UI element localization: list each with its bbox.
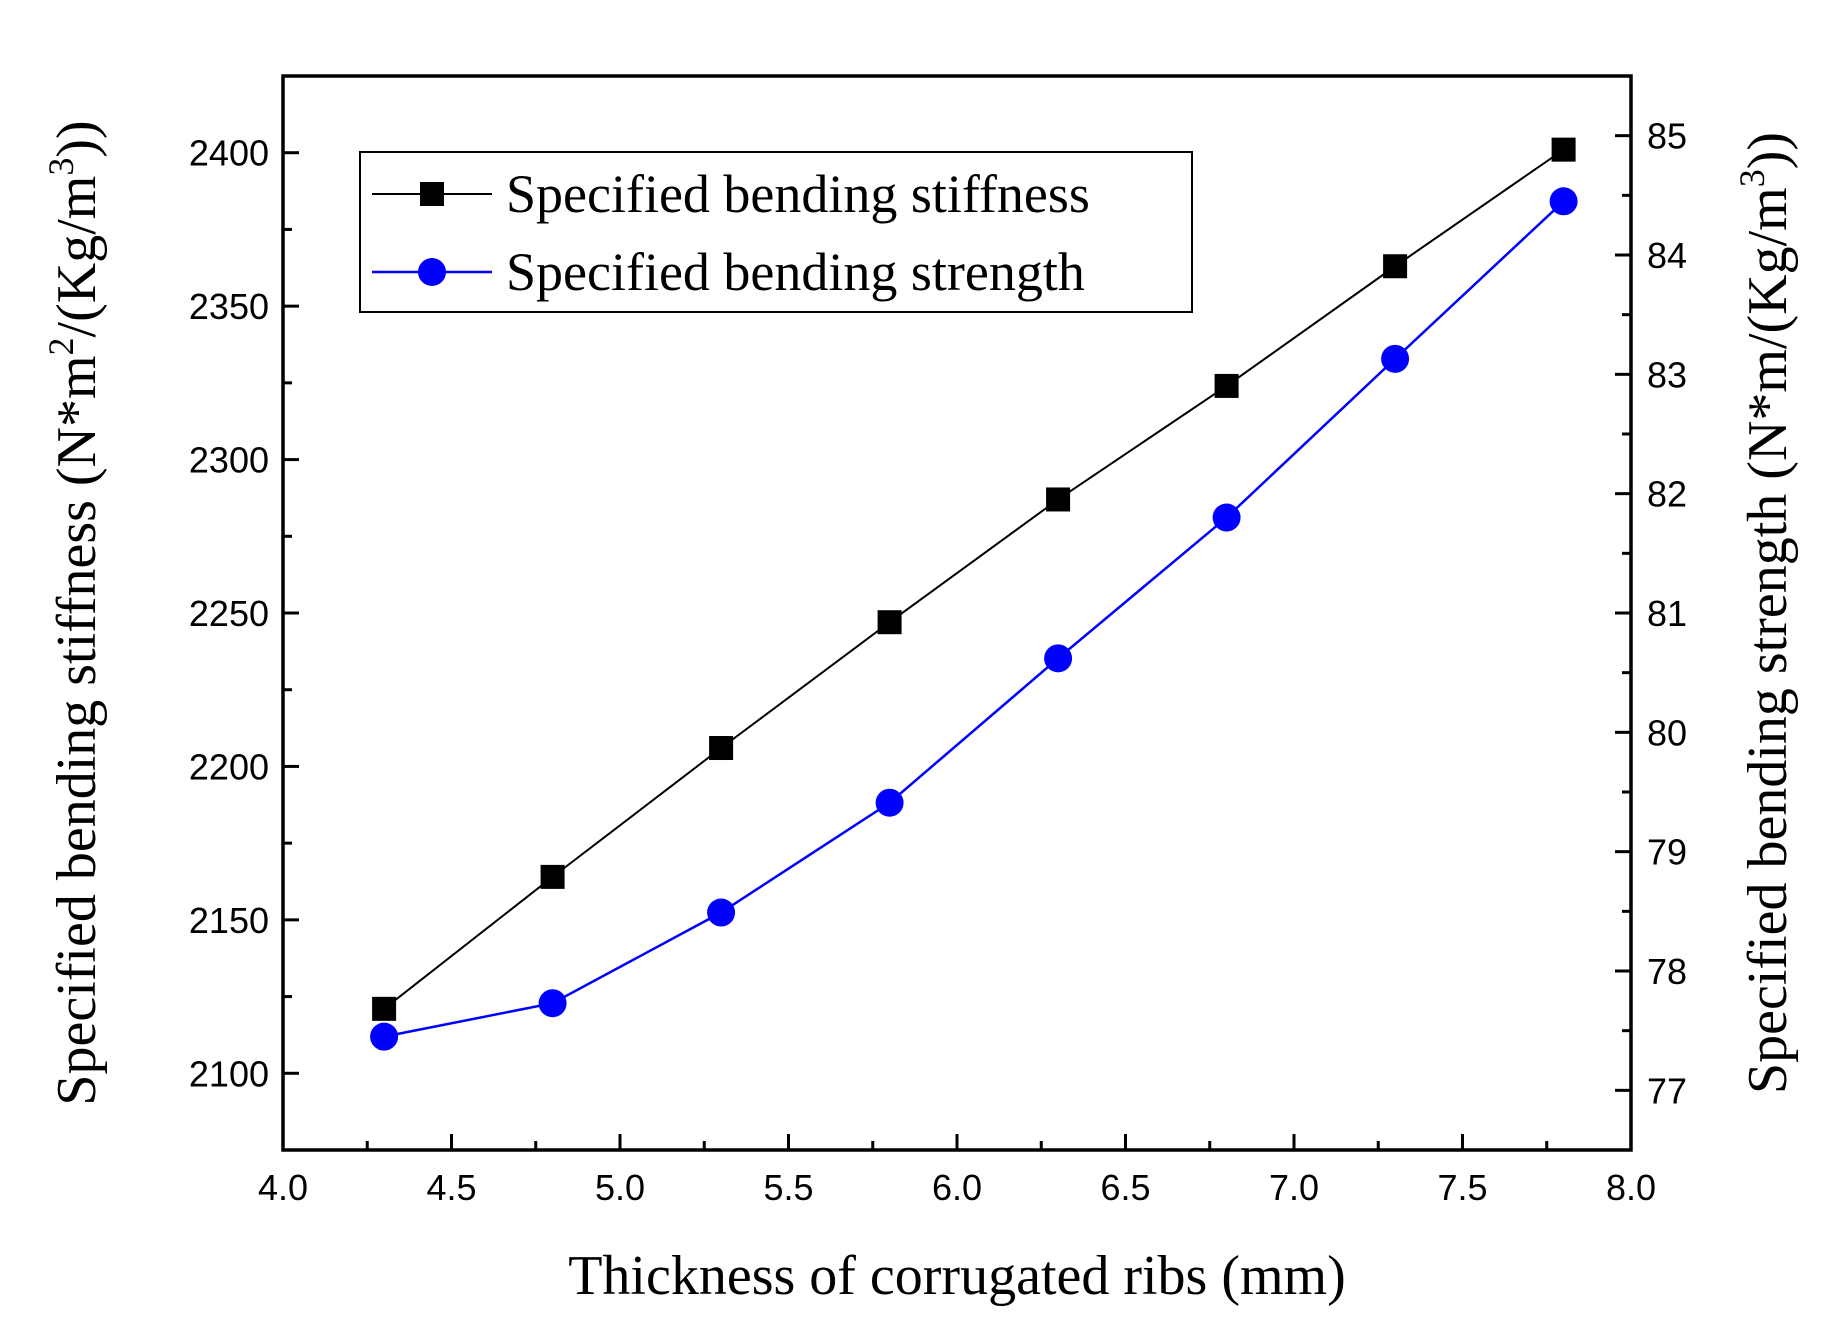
y-right-axis-ticks: 77 78 79 80 81 82 83 84 85 bbox=[1615, 74, 1687, 1152]
y-right-tick-label: 85 bbox=[1647, 116, 1687, 157]
x-tick-label: 7.5 bbox=[1437, 1167, 1487, 1208]
data-point-strength bbox=[538, 989, 567, 1018]
legend-box bbox=[359, 151, 1193, 313]
y-right-tick-label: 79 bbox=[1647, 832, 1687, 873]
data-point-strength bbox=[1381, 344, 1410, 373]
data-point-strength bbox=[707, 898, 736, 927]
data-point-stiffness bbox=[540, 864, 565, 889]
data-point-stiffness bbox=[1551, 137, 1576, 162]
data-point-stiffness bbox=[1046, 487, 1071, 512]
data-point-stiffness bbox=[1214, 373, 1239, 398]
y-left-tick-label: 2200 bbox=[189, 746, 269, 787]
y-right-tick-label: 82 bbox=[1647, 474, 1687, 515]
x-tick-label: 8.0 bbox=[1606, 1167, 1656, 1208]
x-tick-label: 5.0 bbox=[595, 1167, 645, 1208]
y-left-axis-title: Specified bending stiffness (N*m2/(Kg/m3… bbox=[41, 120, 108, 1105]
data-point-strength bbox=[1212, 503, 1241, 532]
y-left-axis-ticks: 2100 2150 2200 2250 2300 2350 2400 bbox=[189, 74, 299, 1152]
x-tick-label: 5.5 bbox=[763, 1167, 813, 1208]
y-left-tick-label: 2400 bbox=[189, 133, 269, 174]
y-right-tick-label: 77 bbox=[1647, 1070, 1687, 1111]
x-tick-label: 4.5 bbox=[426, 1167, 476, 1208]
x-tick-label: 4.0 bbox=[258, 1167, 308, 1208]
y-right-axis-title: Specified bending strength (N*m/(Kg/m3)) bbox=[1732, 132, 1799, 1094]
y-left-tick-label: 2300 bbox=[189, 440, 269, 481]
series-layer bbox=[370, 137, 1578, 1051]
x-axis-title: Thickness of corrugated ribs (mm) bbox=[568, 1245, 1346, 1307]
y-left-tick-label: 2350 bbox=[189, 286, 269, 327]
y-right-tick-label: 81 bbox=[1647, 593, 1687, 634]
legend-marker-stiffness bbox=[420, 182, 444, 206]
legend-marker-strength bbox=[418, 258, 446, 286]
x-tick-label: 6.0 bbox=[932, 1167, 982, 1208]
data-point-strength bbox=[875, 788, 904, 817]
y-right-tick-label: 84 bbox=[1647, 235, 1687, 276]
y-left-tick-label: 2250 bbox=[189, 593, 269, 634]
data-point-strength bbox=[1044, 644, 1073, 673]
x-axis-ticks: 4.0 4.5 5.0 5.5 6.0 6.5 7.0 7.5 8.0 bbox=[258, 1134, 1656, 1208]
series-line-strength bbox=[383, 200, 1565, 1038]
legend-label-stiffness: Specified bending stiffness bbox=[506, 164, 1090, 224]
data-point-stiffness bbox=[877, 610, 902, 635]
x-tick-label: 6.5 bbox=[1100, 1167, 1150, 1208]
series-line-stiffness bbox=[383, 148, 1565, 1010]
y-right-tick-label: 78 bbox=[1647, 951, 1687, 992]
legend: Specified bending stiffness Specified be… bbox=[359, 151, 1193, 313]
y-right-tick-label: 83 bbox=[1647, 354, 1687, 395]
data-point-stiffness bbox=[709, 736, 734, 761]
y-left-tick-label: 2150 bbox=[189, 900, 269, 941]
data-point-stiffness bbox=[1383, 254, 1408, 279]
data-point-strength bbox=[370, 1022, 399, 1051]
data-point-stiffness bbox=[372, 996, 397, 1021]
legend-label-strength: Specified bending strength bbox=[506, 242, 1085, 302]
data-point-strength bbox=[1549, 187, 1578, 216]
x-tick-label: 7.0 bbox=[1269, 1167, 1319, 1208]
y-left-tick-label: 2100 bbox=[189, 1053, 269, 1094]
y-right-tick-label: 80 bbox=[1647, 712, 1687, 753]
